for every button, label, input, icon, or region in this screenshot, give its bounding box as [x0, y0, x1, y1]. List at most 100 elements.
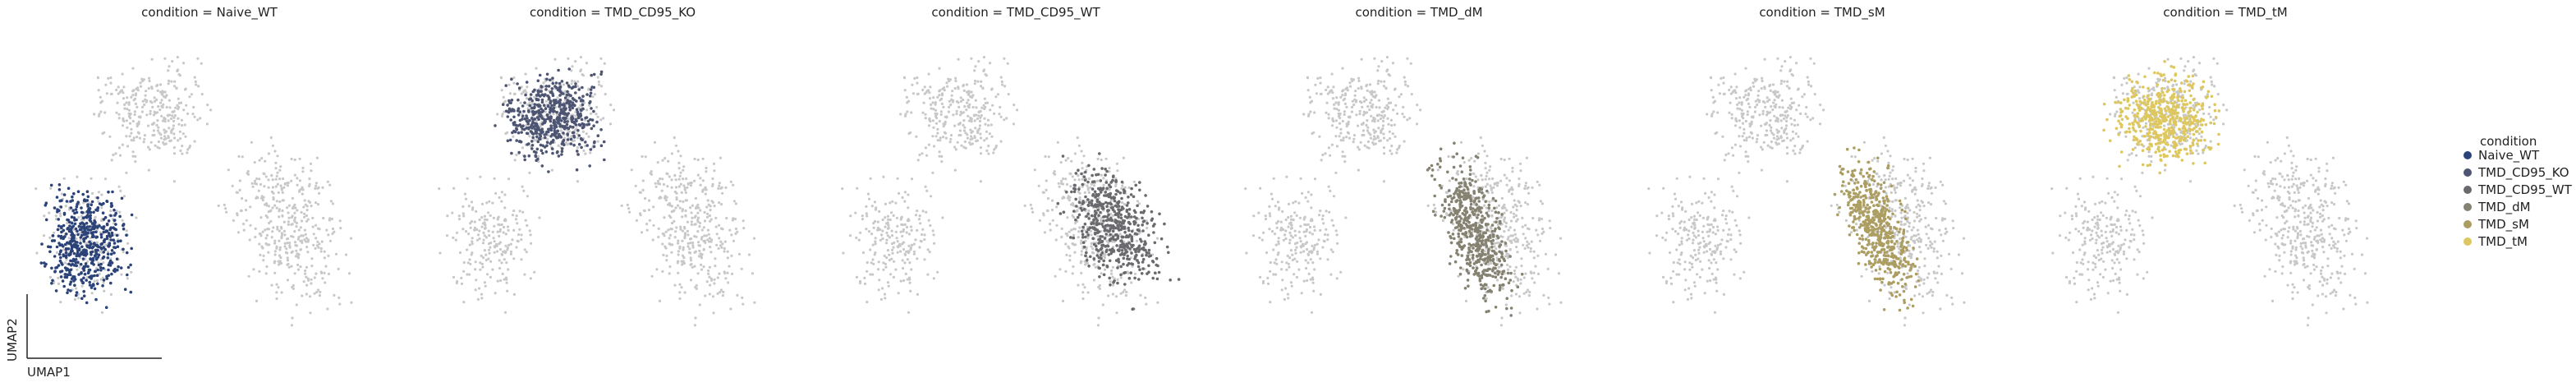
background-point [130, 127, 133, 131]
background-point [445, 234, 449, 237]
highlight-point [88, 280, 91, 284]
background-point [480, 225, 484, 228]
background-point [133, 113, 136, 117]
highlight-point [544, 136, 547, 140]
background-point [714, 257, 717, 260]
background-point [469, 262, 472, 265]
background-point [461, 228, 465, 231]
highlight-point [1107, 213, 1110, 217]
background-point [142, 141, 145, 144]
background-point [700, 255, 703, 258]
background-point [1389, 137, 1392, 141]
highlight-point [1114, 226, 1118, 230]
background-point [1459, 141, 1462, 144]
highlight-point [1092, 168, 1096, 171]
background-point [164, 95, 168, 99]
background-point [462, 214, 466, 218]
background-point [141, 105, 145, 108]
background-point [66, 222, 69, 225]
highlight-point [533, 103, 537, 106]
background-point [1382, 136, 1386, 140]
background-point [309, 162, 313, 165]
background-point [1049, 223, 1052, 226]
background-point [884, 265, 888, 269]
background-point [866, 214, 869, 218]
background-point [562, 136, 567, 140]
background-point [1050, 208, 1054, 212]
highlight-point [1077, 213, 1081, 217]
background-point [1387, 122, 1390, 126]
highlight-point [92, 210, 95, 214]
background-point [115, 111, 118, 114]
background-point [730, 272, 734, 275]
highlight-point [1106, 209, 1109, 212]
background-point [848, 234, 852, 237]
highlight-point [1105, 205, 1109, 208]
background-points [1244, 56, 1563, 327]
background-point [948, 105, 951, 108]
highlight-point [79, 222, 82, 226]
background-point [1047, 196, 1050, 200]
highlight-point [91, 259, 95, 262]
background-point [134, 154, 137, 158]
background-point [299, 247, 302, 251]
background-point [310, 205, 313, 208]
highlight-point [511, 131, 514, 135]
background-point [645, 223, 649, 226]
background-point [1342, 89, 1345, 92]
background-point [552, 113, 555, 116]
background-point [477, 233, 480, 237]
highlight-point [76, 241, 79, 244]
background-point [576, 146, 580, 150]
background-point [883, 254, 886, 257]
highlight-point [102, 246, 105, 250]
background-point [1326, 258, 1329, 261]
highlight-point [120, 196, 124, 200]
highlight-point [1114, 192, 1118, 196]
background-point [1089, 229, 1092, 233]
highlight-point [1086, 198, 1090, 201]
background-point [567, 95, 571, 99]
background-point [287, 265, 291, 269]
highlight-point [85, 216, 89, 219]
highlight-point [1095, 173, 1098, 177]
background-point [1532, 256, 1536, 260]
background-point [159, 133, 163, 136]
highlight-point [1141, 257, 1146, 261]
highlight-point [80, 245, 84, 249]
background-point [551, 79, 554, 83]
highlight-point [111, 233, 114, 237]
background-point [894, 268, 898, 271]
background-point [675, 226, 678, 229]
highlight-point [1089, 255, 1092, 259]
background-point [142, 78, 145, 81]
highlight-point [550, 147, 554, 150]
highlight-point [1082, 208, 1086, 211]
background-point [1519, 205, 1522, 208]
background-point [271, 144, 274, 147]
background-point [1500, 316, 1504, 320]
background-point [499, 76, 503, 79]
background-point [1269, 214, 1272, 218]
highlight-point [536, 157, 540, 161]
background-point [318, 191, 321, 195]
background-point [506, 289, 509, 293]
background-point [686, 220, 690, 223]
background-point [684, 199, 687, 202]
background-point [512, 76, 516, 80]
background-point [35, 251, 39, 255]
background-point [528, 135, 531, 138]
highlight-point [1077, 200, 1081, 205]
highlight-point [547, 116, 550, 119]
background-point [495, 244, 498, 247]
background-point [507, 228, 510, 232]
background-point [1109, 199, 1113, 202]
background-point [863, 282, 867, 285]
background-point [1288, 265, 1291, 269]
highlight-point [507, 99, 511, 103]
background-point [1122, 156, 1125, 159]
background-point [723, 271, 727, 274]
background-point [620, 204, 623, 207]
background-point [1270, 192, 1273, 196]
background-point [1078, 226, 1081, 229]
